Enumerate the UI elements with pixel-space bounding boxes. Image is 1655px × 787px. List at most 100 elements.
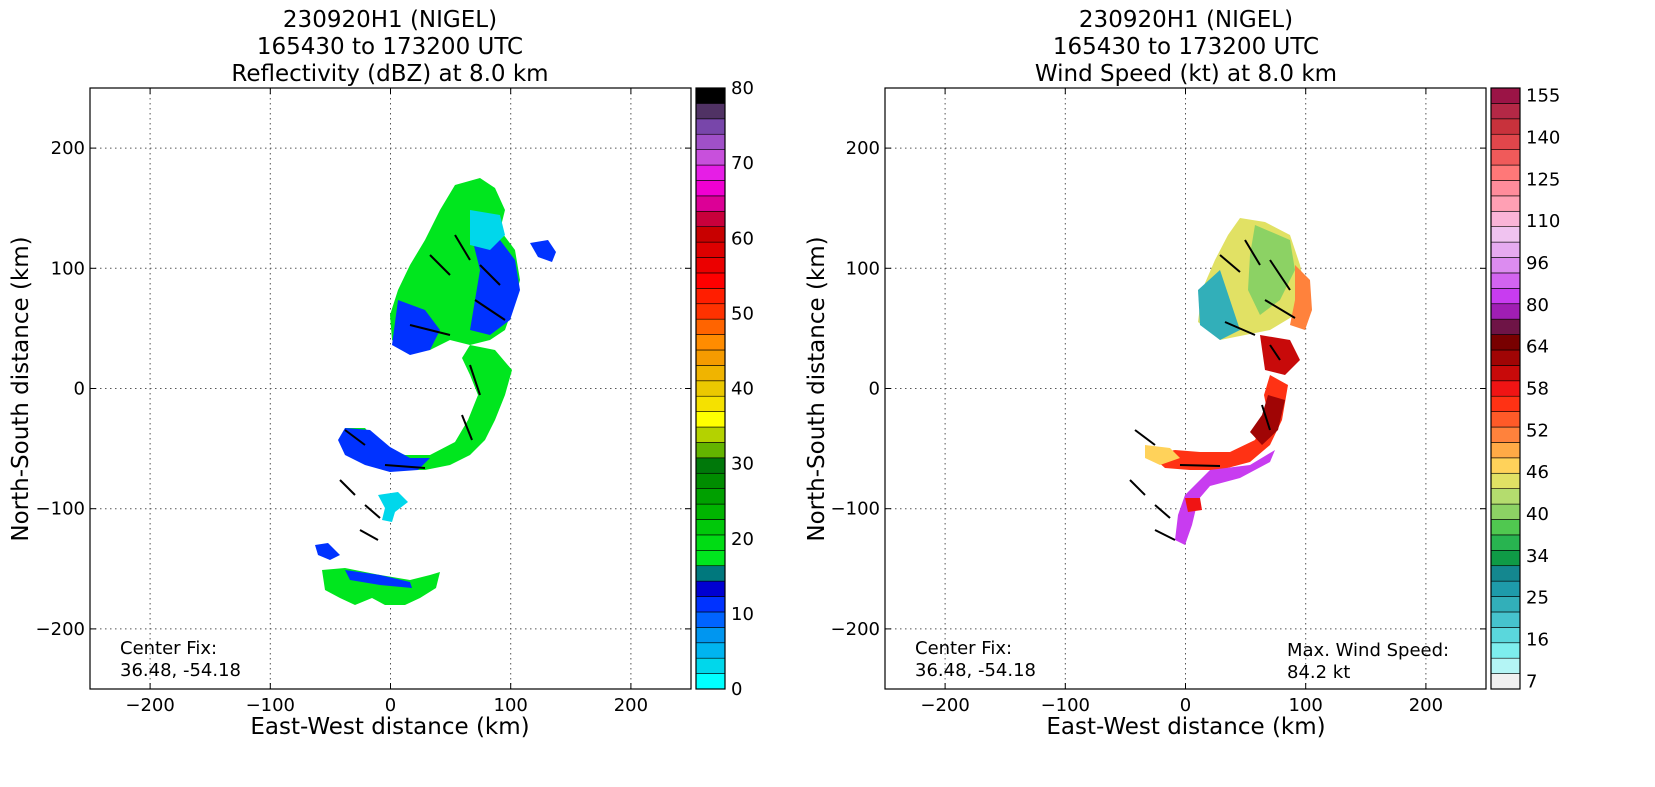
colorbar-swatch [695,488,726,505]
colorbar-swatch [695,565,726,582]
colorbar-tick-label: 25 [1526,588,1549,609]
colorbar-swatch [1490,426,1521,443]
wind-region-red-sw [1185,498,1202,512]
y-tick-label: −100 [831,499,880,520]
x-tick-label: 200 [1409,695,1443,716]
colorbar-swatch [1490,210,1521,227]
colorbar-tick-label: 70 [731,153,754,174]
colorbar-swatch [695,642,726,659]
y-tick-label: 0 [74,379,85,400]
y-tick-label: 200 [51,138,85,159]
x-tick-label: 100 [1289,695,1323,716]
colorbar-tick-label: 52 [1526,420,1549,441]
colorbar-tick-label: 34 [1526,546,1549,567]
center-fix-label: Center Fix: [915,638,1012,659]
colorbar-swatch [1490,349,1521,366]
colorbar-tick-label: 80 [1526,295,1549,316]
colorbar-swatch [695,103,726,120]
colorbar-swatch [1490,488,1521,505]
colorbar-swatch [695,395,726,412]
y-tick-label: 100 [846,258,880,279]
colorbar-swatch [1490,395,1521,412]
colorbar-swatch [1490,103,1521,120]
colorbar-tick-label: 46 [1526,462,1549,483]
colorbar-swatch [695,580,726,597]
colorbar-swatch [1490,442,1521,459]
colorbar-swatch [1490,133,1521,150]
x-axis-label: East-West distance (km) [1046,714,1325,740]
wind-speed-chart-svg: 230920H1 (NIGEL) 165430 to 173200 UTC Wi… [804,7,1560,740]
colorbar-tick-label: 58 [1526,379,1549,400]
echo-region-north-cyan [470,210,505,250]
center-fix-value: 36.48, -54.18 [120,660,241,681]
echo-region-north-blue [470,230,520,335]
y-tick-label: 0 [869,379,880,400]
colorbar-swatch [695,627,726,644]
colorbar-swatch [695,349,726,366]
colorbar-swatch [695,673,726,690]
y-tick-label: 200 [846,138,880,159]
colorbar-swatch [695,210,726,227]
colorbar-swatch [695,133,726,150]
colorbar-swatch [695,288,726,305]
colorbar-swatch [1490,472,1521,489]
colorbar-tick-label: 0 [731,679,742,700]
echo-region-cyan-south [378,492,408,522]
chart-title-line2: 165430 to 173200 UTC [1053,34,1319,60]
echo-region-band-blue [338,428,430,472]
colorbar-tick-label: 16 [1526,629,1549,650]
echo-region-sw [315,543,340,560]
y-axis-label: North-South distance (km) [804,236,830,541]
max-wind-label: Max. Wind Speed: [1287,640,1449,661]
colorbar-swatch [695,411,726,428]
colorbar-swatch [1490,288,1521,305]
colorbar-swatch [1490,164,1521,181]
colorbar-swatch [695,457,726,474]
colorbar-swatch [695,472,726,489]
colorbar-swatch [695,257,726,274]
colorbar-swatch [1490,503,1521,520]
colorbar-tick-label: 155 [1526,86,1560,107]
colorbar-swatch [695,596,726,613]
colorbar-frame [1490,87,1521,690]
colorbar-swatch [1490,673,1521,690]
x-tick-label: 0 [385,695,396,716]
wind-speed-panel: 230920H1 (NIGEL) 165430 to 173200 UTC Wi… [800,0,1600,787]
colorbar-frame [695,87,726,690]
echo-region-band [345,345,512,470]
colorbar-swatch [1490,257,1521,274]
y-tick-label: −200 [36,619,85,640]
x-tick-label: 100 [494,695,528,716]
colorbar-tick-label: 80 [731,78,754,99]
colorbar-swatch [695,534,726,551]
wind-region-teal [1198,270,1240,340]
colorbar-swatch [1490,365,1521,382]
colorbar-swatch [695,241,726,258]
colorbar-swatch [1490,241,1521,258]
x-tick-label: −100 [1041,695,1090,716]
colorbar-swatch [1490,149,1521,166]
echo-region-south-blue [345,570,412,588]
colorbar-swatch [695,503,726,520]
reflectivity-chart-svg: 230920H1 (NIGEL) 165430 to 173200 UTC Re… [8,7,754,740]
colorbar-swatch [1490,195,1521,212]
chart-title-line3: Wind Speed (kt) at 8.0 km [1035,61,1337,87]
colorbar-swatch [695,272,726,289]
y-axis-label: North-South distance (km) [8,236,34,541]
gridlines [90,88,691,689]
wind-barbs [1129,239,1296,541]
x-axis-label: East-West distance (km) [250,714,529,740]
colorbar-swatch [1490,657,1521,674]
colorbar-swatch [695,164,726,181]
colorbar-swatch [1490,550,1521,567]
colorbar-tick-label: 7 [1526,671,1537,692]
x-tick-label: 200 [614,695,648,716]
max-wind-value: 84.2 kt [1287,662,1350,683]
colorbar-tick-label: 50 [731,303,754,324]
wind-region-purple [1175,450,1275,545]
colorbar-tick-label: 10 [731,604,754,625]
colorbar-swatch [1490,642,1521,659]
y-tick-label: −200 [831,619,880,640]
colorbar-swatch [1490,596,1521,613]
colorbar-tick-label: 110 [1526,211,1560,232]
